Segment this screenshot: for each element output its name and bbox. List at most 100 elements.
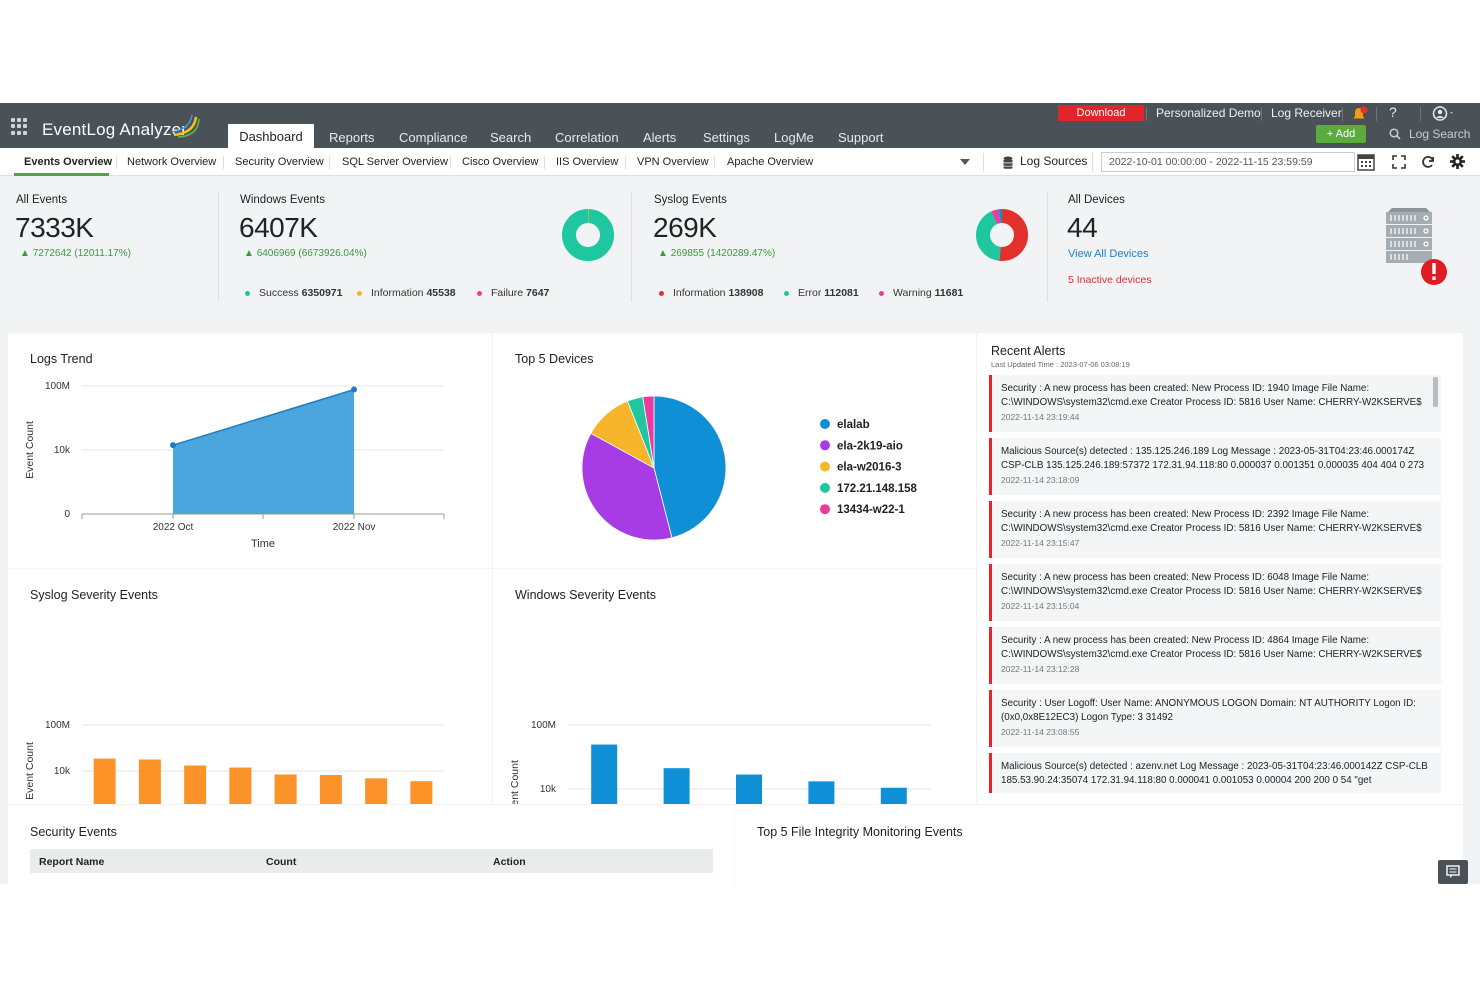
windows-events-value[interactable]: 6407K bbox=[239, 212, 318, 243]
logo-swoosh-icon bbox=[171, 114, 200, 138]
calendar-icon[interactable] bbox=[1357, 153, 1375, 171]
alert-time: 2022-11-14 23:18:09 bbox=[1001, 475, 1080, 485]
chat-icon[interactable] bbox=[1438, 860, 1468, 884]
alert-item[interactable]: Security : A new process has been create… bbox=[989, 375, 1441, 432]
all-events-delta: ▲ 7272642 (12011.17%) bbox=[20, 248, 131, 259]
active-tab-indicator bbox=[14, 173, 109, 176]
add-button[interactable]: + Add bbox=[1316, 125, 1366, 143]
syslog-events-donut[interactable] bbox=[975, 208, 1029, 262]
windows-severity-title: Windows Severity Events bbox=[515, 588, 657, 602]
subtab-vpn-overview[interactable]: VPN Overview bbox=[637, 156, 709, 168]
y-tick-label: 10k bbox=[54, 445, 71, 456]
windows-legend-failure: Failure 7647 bbox=[477, 287, 549, 299]
alert-message: Malicious Source(s) detected : azenv.net… bbox=[1001, 761, 1428, 786]
alert-item[interactable]: Security : User Logoff: User Name: ANONY… bbox=[989, 690, 1441, 747]
nav-tab-logme[interactable]: LogMe bbox=[774, 130, 814, 145]
alerts-list[interactable]: Security : A new process has been create… bbox=[989, 375, 1441, 793]
all-events-value[interactable]: 7333K bbox=[15, 212, 94, 243]
top5-devices-pie-chart[interactable]: elalab ela-2k19-aio ela-w2016-3 172.21.148.… bbox=[493, 333, 976, 568]
nav-tab-settings[interactable]: Settings bbox=[703, 130, 750, 145]
more-tabs-chevron-icon[interactable] bbox=[960, 159, 970, 165]
syslog-severity-title: Syslog Severity Events bbox=[30, 588, 158, 602]
alert-time: 2022-11-14 23:15:47 bbox=[1001, 538, 1080, 548]
date-range-input[interactable]: 2022-10-01 00:00:00 - 2022-11-15 23:59:5… bbox=[1101, 152, 1355, 172]
alert-time: 2022-11-14 23:15:04 bbox=[1001, 601, 1080, 611]
settings-gear-icon[interactable] bbox=[1450, 154, 1465, 169]
column-count[interactable]: Count bbox=[266, 856, 297, 868]
logs-trend-chart[interactable]: 100M 10k 0 Event Count 2022 Oct 2022 Nov Time bbox=[8, 333, 492, 568]
subtab-events-overview[interactable]: Events Overview bbox=[24, 156, 113, 168]
column-action[interactable]: Action bbox=[493, 856, 526, 868]
nav-tab-correlation[interactable]: Correlation bbox=[555, 130, 619, 145]
syslog-events-title: Syslog Events bbox=[654, 194, 727, 206]
subtab-security-overview[interactable]: Security Overview bbox=[235, 156, 324, 168]
legend-label: ela-2k19-aio bbox=[837, 440, 903, 452]
subtab-apache-overview[interactable]: Apache Overview bbox=[727, 156, 814, 168]
legend-label: 172.21.148.158 bbox=[837, 483, 918, 495]
trend-point bbox=[170, 442, 176, 449]
help-icon[interactable]: ? bbox=[1389, 104, 1397, 120]
y-axis-label: Event Count bbox=[24, 421, 36, 479]
alert-item[interactable]: Malicious Source(s) detected : azenv.net… bbox=[989, 753, 1441, 793]
view-all-devices-link[interactable]: View All Devices bbox=[1068, 248, 1149, 260]
subtab-iis-overview[interactable]: IIS Overview bbox=[556, 156, 619, 168]
y-axis-label: Event Count bbox=[509, 760, 521, 804]
nav-tab-dashboard[interactable]: Dashboard bbox=[228, 124, 314, 148]
logs-trend-panel: Logs Trend 100M 10k 0 Event Count 2022 Oct 20… bbox=[8, 333, 492, 568]
log-sources-button[interactable]: Log Sources bbox=[1020, 154, 1088, 168]
legend-label: 13434-w22-1 bbox=[837, 504, 905, 516]
top5-devices-panel: Top 5 Devices elalab ela-2k19-aio ela-w201… bbox=[493, 333, 976, 568]
inactive-devices-link[interactable]: 5 Inactive devices bbox=[1068, 274, 1152, 286]
recent-alerts-updated: Last Updated Time : 2023-07-06 03:08:19 bbox=[991, 360, 1130, 369]
subtab-cisco-overview[interactable]: Cisco Overview bbox=[462, 156, 539, 168]
alerts-scrollbar[interactable] bbox=[1433, 377, 1438, 407]
nav-tab-search[interactable]: Search bbox=[490, 130, 532, 145]
legend-dot bbox=[820, 419, 830, 429]
alert-time: 2022-11-14 23:19:44 bbox=[1001, 412, 1080, 422]
alert-message: Security : User Logoff: User Name: ANONY… bbox=[1001, 698, 1416, 723]
alert-message: Security : A new process has been create… bbox=[1001, 509, 1422, 534]
refresh-icon[interactable] bbox=[1421, 155, 1435, 169]
personalized-demo-link[interactable]: Personalized Demo bbox=[1156, 106, 1261, 120]
nav-tab-support[interactable]: Support bbox=[838, 130, 884, 145]
bar bbox=[319, 774, 342, 804]
alert-message: Malicious Source(s) detected : 135.125.2… bbox=[1001, 446, 1425, 471]
nav-tab-alerts[interactable]: Alerts bbox=[643, 130, 677, 145]
y-tick-label: 10k bbox=[540, 784, 557, 795]
trend-line bbox=[172, 388, 355, 446]
windows-events-donut[interactable] bbox=[561, 208, 615, 262]
app-grid-icon[interactable] bbox=[11, 118, 28, 135]
x-tick-label: 2022 Nov bbox=[333, 522, 376, 533]
all-devices-value[interactable]: 44 bbox=[1067, 212, 1098, 243]
y-tick-label: 100M bbox=[531, 720, 556, 731]
alert-item[interactable]: Security : A new process has been create… bbox=[989, 627, 1441, 684]
alert-message: Security : A new process has been create… bbox=[1001, 383, 1422, 408]
bar bbox=[93, 758, 116, 804]
log-receiver-link[interactable]: Log Receiver bbox=[1271, 106, 1342, 120]
fim-panel: Top 5 File Integrity Monitoring Events bbox=[735, 805, 1463, 884]
windows-legend-information: Information 45538 bbox=[357, 287, 456, 299]
download-button[interactable]: Download bbox=[1058, 105, 1144, 121]
user-avatar-icon[interactable] bbox=[1432, 106, 1456, 121]
notification-bell-icon[interactable] bbox=[1352, 106, 1368, 121]
y-tick-label: 10k bbox=[54, 766, 71, 777]
trend-area bbox=[173, 389, 354, 514]
alert-item[interactable]: Malicious Source(s) detected : 135.125.2… bbox=[989, 438, 1441, 495]
alert-item[interactable]: Security : A new process has been create… bbox=[989, 501, 1441, 558]
syslog-legend-information: Information 138908 bbox=[659, 287, 764, 299]
y-axis-label: Event Count bbox=[24, 742, 36, 800]
syslog-events-value[interactable]: 269K bbox=[653, 212, 717, 243]
nav-tab-reports[interactable]: Reports bbox=[329, 130, 375, 145]
subtab-network-overview[interactable]: Network Overview bbox=[127, 156, 217, 168]
subtab-sql-server-overview[interactable]: SQL Server Overview bbox=[342, 156, 448, 168]
nav-tab-compliance[interactable]: Compliance bbox=[399, 130, 468, 145]
fullscreen-icon[interactable] bbox=[1392, 155, 1406, 169]
log-search-button[interactable]: Log Search bbox=[1377, 124, 1480, 144]
legend-dot bbox=[820, 461, 830, 472]
alert-time: 2022-11-14 23:12:28 bbox=[1001, 664, 1080, 674]
column-report-name[interactable]: Report Name bbox=[39, 856, 105, 868]
alert-item[interactable]: Security : A new process has been create… bbox=[989, 564, 1441, 621]
